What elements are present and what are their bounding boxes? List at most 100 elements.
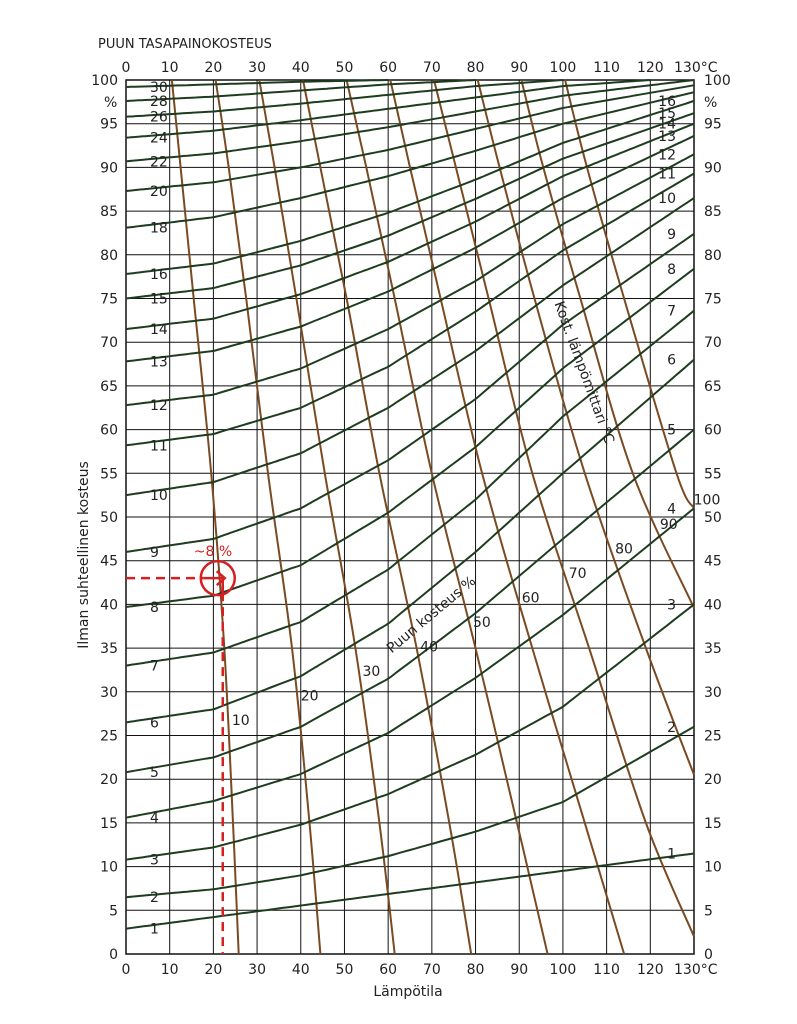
wetbulb-label-60: 60 <box>522 590 540 606</box>
emc-curve-16 <box>125 100 695 275</box>
emc-label-left-6: 6 <box>150 715 159 731</box>
emc-label-right-4: 4 <box>667 501 676 517</box>
emc-label-left-16: 16 <box>150 267 168 283</box>
wetbulb-curve-50 <box>345 79 549 955</box>
emc-label-right-1: 1 <box>667 846 676 862</box>
y-tick-label-left: 80 <box>100 248 118 264</box>
y-tick-label-left: 0 <box>109 947 118 963</box>
x-tick-label-bottom: 90 <box>510 962 528 978</box>
emc-label-right-13: 13 <box>658 129 676 145</box>
x-tick-label-bottom: 40 <box>292 962 310 978</box>
right-y-unit-label: % <box>704 95 717 111</box>
y-tick-label-left: 70 <box>100 335 118 351</box>
y-tick-label-right: 40 <box>704 597 722 613</box>
y-tick-label-right: 25 <box>704 729 722 745</box>
x-tick-label-bottom: 60 <box>379 962 397 978</box>
wetbulb-curve-60 <box>389 79 626 955</box>
wetbulb-label-90: 90 <box>660 517 678 533</box>
emc-curve-20 <box>125 84 695 192</box>
axis-tick-labels: 0010102020303040405050606070708080909010… <box>91 60 730 978</box>
emc-curve-1 <box>125 852 695 930</box>
x-tick-label-top: 70 <box>423 60 441 76</box>
x-tick-label-top: 10 <box>161 60 179 76</box>
x-tick-label-bottom: 0 <box>122 962 131 978</box>
x-tick-label-top: 90 <box>510 60 528 76</box>
emc-label-right-10: 10 <box>658 191 676 207</box>
emc-label-left-9: 9 <box>150 545 159 561</box>
x-tick-label-top: 60 <box>379 60 397 76</box>
y-tick-label-right: 95 <box>704 117 722 133</box>
emc-label-left-12: 12 <box>150 398 168 414</box>
y-tick-label-right: 0 <box>704 947 713 963</box>
y-tick-label-right: 90 <box>704 160 722 176</box>
x-tick-label-bottom: 30 <box>248 962 266 978</box>
emc-curve-24 <box>125 79 651 139</box>
wetbulb-label-70: 70 <box>569 566 587 582</box>
emc-curves <box>125 79 695 930</box>
y-tick-label-left: 95 <box>100 117 118 133</box>
y-tick-label-right: 85 <box>704 204 722 220</box>
y-tick-label-left: 20 <box>100 772 118 788</box>
wetbulb-curve-70 <box>433 79 695 937</box>
emc-label-left-4: 4 <box>150 811 159 827</box>
wetbulb-label-40: 40 <box>420 639 438 655</box>
emc-curve-13 <box>125 134 695 363</box>
x-tick-label-top: 0 <box>122 60 131 76</box>
y-tick-label-right: 65 <box>704 379 722 395</box>
emc-curve-18 <box>125 91 695 229</box>
emc-label-left-20: 20 <box>150 184 168 200</box>
left-y-unit-label: % <box>104 95 117 111</box>
y-tick-label-right: 60 <box>704 423 722 439</box>
y-tick-label-right: 55 <box>704 466 722 482</box>
emc-label-left-5: 5 <box>150 765 159 781</box>
x-tick-label-top: 120 <box>637 60 664 76</box>
wetbulb-label-10: 10 <box>232 713 250 729</box>
emc-label-right-14: 14 <box>658 117 676 133</box>
emc-label-right-8: 8 <box>667 262 676 278</box>
emc-curve-6 <box>125 358 695 724</box>
wetbulb-curve-30 <box>258 79 396 955</box>
y-tick-label-right: 70 <box>704 335 722 351</box>
emc-label-left-2: 2 <box>150 890 159 906</box>
emc-label-left-15: 15 <box>150 292 168 308</box>
x-tick-label-top: 30 <box>248 60 266 76</box>
y-tick-label-right: 45 <box>704 554 722 570</box>
emc-label-right-3: 3 <box>667 597 676 613</box>
y-tick-label-right: 30 <box>704 685 722 701</box>
wet-bulb-curves <box>170 79 695 955</box>
x-tick-label-bottom: 20 <box>204 962 222 978</box>
emc-curve-10 <box>125 197 695 497</box>
emc-label-right-16: 16 <box>658 94 676 110</box>
emc-curve-9 <box>125 232 695 553</box>
chart-title: PUUN TASAPAINOKOSTEUS <box>98 37 272 52</box>
emc-curve-28 <box>125 79 476 102</box>
wetbulb-curve-40 <box>302 79 473 955</box>
y-tick-label-right: 5 <box>704 903 713 919</box>
y-tick-label-left: 90 <box>100 160 118 176</box>
emc-curve-26 <box>125 79 563 118</box>
wetbulb-curve-10 <box>170 79 240 955</box>
emc-label-left-1: 1 <box>150 922 159 938</box>
emc-label-left-11: 11 <box>150 438 168 454</box>
emc-curve-8 <box>125 267 695 608</box>
x-axis-title: Lämpötila <box>373 984 442 1000</box>
y-tick-label-right: 75 <box>704 292 722 308</box>
wetbulb-curve-80 <box>476 79 695 776</box>
wetbulb-label-50: 50 <box>473 615 491 631</box>
x-tick-label-top: 40 <box>292 60 310 76</box>
y-tick-label-left: 75 <box>100 292 118 308</box>
emc-label-left-8: 8 <box>150 600 159 616</box>
y-tick-label-left: 65 <box>100 379 118 395</box>
plot-frame <box>125 79 695 955</box>
wetbulb-curve-100 <box>564 79 695 509</box>
y-tick-label-left: 45 <box>100 554 118 570</box>
emc-label-right-5: 5 <box>667 423 676 439</box>
marker-label: ~8 % <box>194 544 232 560</box>
marker-arrow-head <box>215 570 227 587</box>
y-tick-label-left: 10 <box>100 860 118 876</box>
x-tick-label-top: 80 <box>467 60 485 76</box>
y-axis-title: Ilman suhteellinen kosteus <box>76 461 92 649</box>
wetbulb-curve-90 <box>520 79 695 609</box>
y-tick-label-left: 100 <box>91 73 118 89</box>
